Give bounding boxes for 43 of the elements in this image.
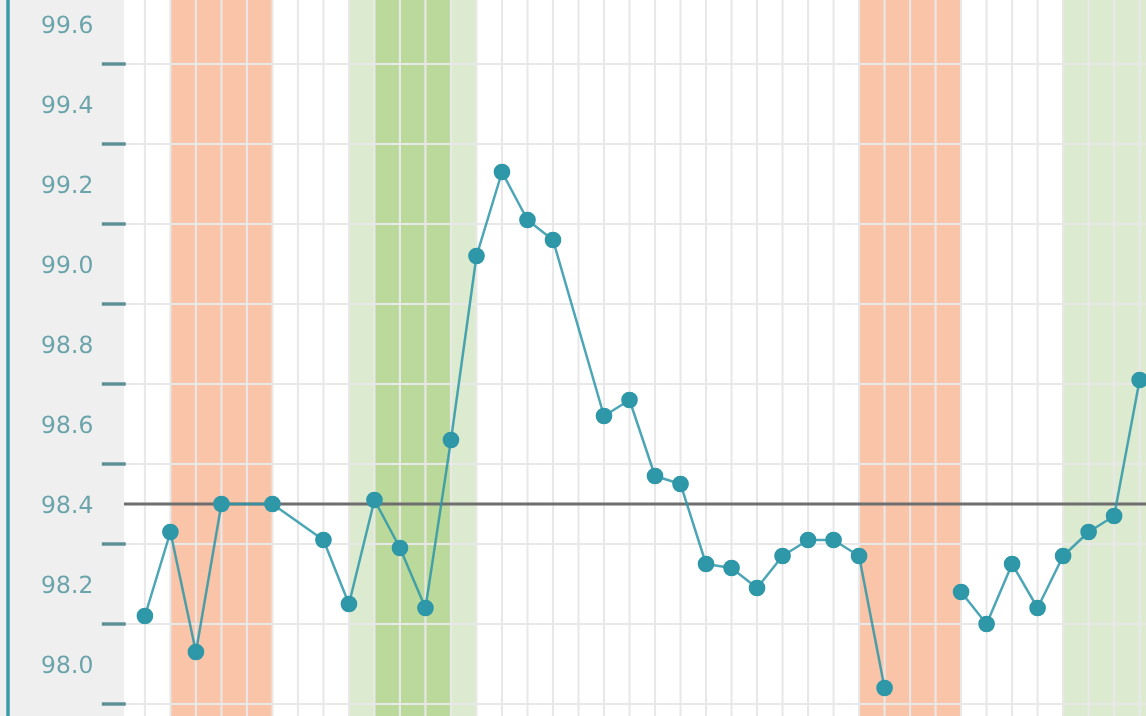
y-tick-label: 99.6 — [42, 15, 92, 34]
y-tick-label: 99.2 — [42, 175, 92, 194]
point — [366, 491, 383, 509]
point — [213, 495, 230, 513]
point — [672, 475, 689, 493]
y-tick-label: 98.4 — [42, 495, 93, 514]
point — [315, 531, 332, 549]
point — [187, 643, 205, 661]
point — [1054, 547, 1072, 565]
y-tick-label: 98.2 — [42, 575, 92, 594]
point — [595, 407, 613, 425]
point — [697, 555, 715, 573]
point — [1080, 523, 1097, 541]
point — [1105, 507, 1123, 525]
point — [621, 391, 638, 409]
point — [519, 211, 536, 229]
y-tick-label: 99.0 — [42, 255, 92, 274]
point — [774, 547, 791, 565]
point — [340, 595, 358, 613]
point — [264, 495, 281, 513]
point — [978, 615, 995, 633]
y-tick-label: 98.8 — [42, 335, 92, 354]
point — [952, 583, 970, 601]
y-tick-label: 98.0 — [42, 655, 92, 674]
point — [544, 231, 562, 249]
point — [646, 467, 664, 485]
point — [850, 547, 868, 565]
point — [468, 247, 485, 265]
y-tick-label: 99.4 — [42, 95, 93, 114]
point — [799, 531, 817, 549]
point — [825, 531, 842, 549]
point — [162, 523, 179, 541]
point — [748, 579, 766, 597]
point — [493, 163, 511, 181]
point — [442, 431, 460, 449]
y-tick-label: 98.6 — [42, 415, 92, 434]
point — [136, 607, 154, 625]
point — [1029, 599, 1046, 617]
point — [417, 599, 434, 617]
point — [723, 559, 740, 577]
point — [876, 679, 893, 697]
point — [391, 539, 409, 557]
point — [1003, 555, 1021, 573]
